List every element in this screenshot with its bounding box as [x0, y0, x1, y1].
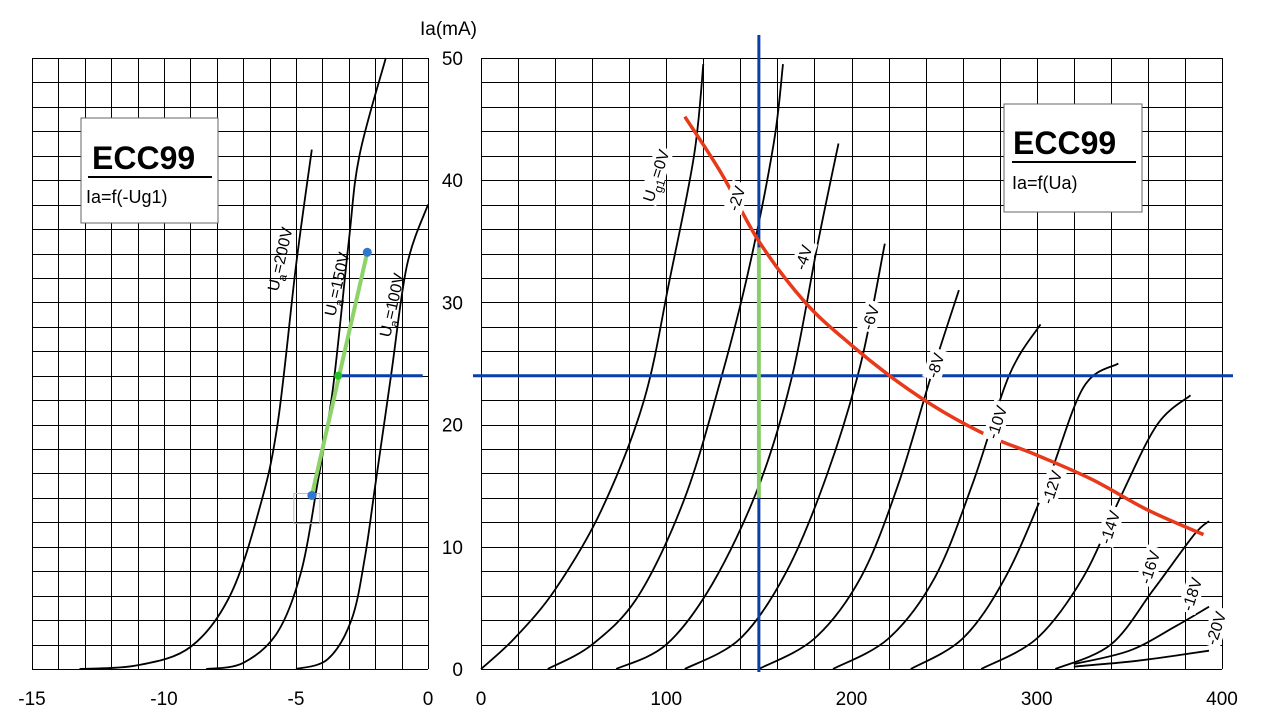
curve-label: -12V [1037, 464, 1068, 509]
curve-label: -18V [1177, 571, 1208, 616]
x-tick-label: 100 [650, 689, 682, 710]
y-tick-label: 40 [442, 171, 463, 192]
curve-label-bg [1037, 464, 1068, 509]
right-chart-subtitle: Ia=f(Ua) [1012, 173, 1078, 193]
curve-label-text: -2V [726, 184, 750, 213]
curve-line [980, 394, 1192, 670]
left-x-tick-labels: -15 -10 -5 0 [18, 689, 433, 710]
curve-line [684, 243, 886, 670]
curve-label: Ug1=0V [638, 145, 675, 207]
y-tick-labels: 0 10 20 30 40 50 [442, 49, 463, 681]
curve-label-text: -4V [793, 243, 817, 272]
curve-label-text: Ua=150V [322, 250, 357, 318]
curve-label: -6V [857, 298, 885, 335]
right-x-tick-labels: 0 100 200 300 400 [476, 689, 1238, 710]
curve-label-bg [1095, 504, 1126, 549]
curve-label-text: -8V [925, 351, 949, 380]
curve-label: -20V [1201, 605, 1232, 650]
x-tick-label: 0 [476, 689, 487, 710]
curve-label-text: -20V [1204, 610, 1231, 648]
curve-label-text: -18V [1180, 576, 1207, 614]
curve-label: -4V [790, 238, 818, 275]
curve-label-text: Ua=100V [377, 271, 412, 339]
curve-label-text: -10V [985, 404, 1012, 442]
x-tick-label: 300 [1021, 689, 1053, 710]
left-chart-title: ECC99 [92, 140, 195, 176]
right-curve-labels: Ug1=0V -2V -4V -6V -8V -10V -12V -14V -16V -18V-2… [638, 145, 1232, 650]
selection-box [293, 492, 321, 524]
curve-label: -8V [922, 346, 950, 383]
curve-label-bg [1135, 544, 1166, 589]
left-title-box: ECC99 Ia=f(-Ug1) [80, 117, 219, 224]
x-tick-label: 0 [423, 689, 434, 710]
curve-line [1054, 520, 1210, 670]
transfer-point [307, 490, 317, 500]
x-tick-label: -5 [288, 689, 305, 710]
curve-line [79, 149, 313, 670]
curve-label-bg [857, 298, 885, 335]
curve-label: -16V [1135, 544, 1166, 589]
curve-line [1073, 605, 1210, 665]
curve-line [295, 204, 429, 670]
load-line [683, 115, 1205, 537]
curve-label-bg [638, 145, 675, 207]
curve-label: Ua=150V [322, 250, 357, 318]
curve-line [480, 64, 705, 670]
y-tick-label: 50 [442, 49, 463, 70]
transfer-point [362, 247, 372, 257]
right-title-box: ECC99 Ia=f(Ua) [1003, 103, 1143, 213]
x-tick-label: -10 [150, 689, 177, 710]
curve-label-text: -6V [860, 303, 884, 332]
curve-label-text: -14V [1098, 509, 1125, 547]
x-tick-label: 200 [836, 689, 868, 710]
y-axis-title: Ia(mA) [420, 19, 477, 40]
curve-label-bg [1177, 571, 1208, 616]
curve-label-bg [982, 399, 1013, 444]
curve-line [910, 362, 1119, 670]
y-tick-label: 10 [442, 538, 463, 559]
right-chart-title: ECC99 [1013, 125, 1116, 161]
operating-point [334, 371, 343, 380]
curve-label: -2V [723, 179, 751, 216]
curve-label: -14V [1095, 504, 1126, 549]
overlay-lines [293, 35, 1233, 672]
curve-line [615, 143, 840, 670]
curve-label-bg [723, 179, 751, 216]
curve-label: Ua=100V [377, 271, 412, 339]
x-tick-label: -15 [18, 689, 45, 710]
curve-line [758, 289, 960, 670]
curve-label: -10V [982, 399, 1013, 444]
y-tick-label: 30 [442, 293, 463, 314]
left-chart-subtitle: Ia=f(-Ug1) [86, 187, 168, 207]
curve-label-bg [1201, 605, 1232, 650]
curve-line [547, 63, 784, 670]
curve-label-text: -12V [1040, 469, 1067, 507]
y-tick-label: 0 [452, 660, 463, 681]
x-tick-label: 400 [1206, 689, 1238, 710]
y-tick-label: 20 [442, 416, 463, 437]
curve-label-bg [790, 238, 818, 275]
curve-label-bg [922, 346, 950, 383]
curve-line [1073, 649, 1210, 668]
